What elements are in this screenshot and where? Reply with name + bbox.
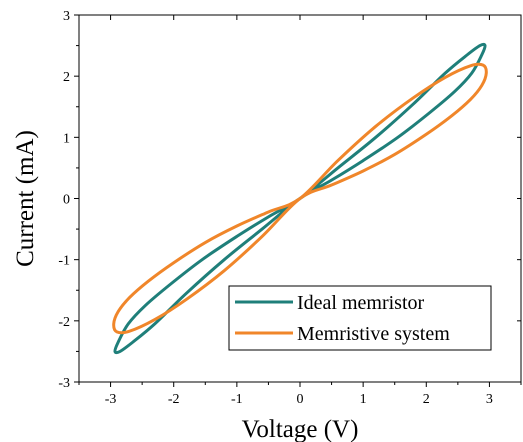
x-tick-label: 3 (486, 392, 493, 407)
y-tick-label: 3 (63, 9, 70, 24)
y-tick-label: 2 (63, 70, 70, 85)
x-tick-label: 0 (297, 392, 304, 407)
y-tick-label: 0 (63, 193, 70, 208)
y-axis-ticks: -3 -2 -1 0 1 2 3 (58, 9, 521, 391)
x-tick-label: 1 (360, 392, 367, 407)
series-line-1 (112, 62, 488, 335)
y-tick-label: -1 (58, 254, 70, 269)
y-axis-label: Current (mA) (12, 130, 39, 267)
y-tick-label: -3 (58, 376, 70, 391)
y-tick-label: -2 (58, 315, 70, 330)
legend-label-ideal-memristor: Ideal memristor (297, 292, 425, 314)
x-tick-label: -3 (105, 392, 117, 407)
x-tick-label: -1 (231, 392, 243, 407)
x-tick-label: -2 (168, 392, 180, 407)
legend: Ideal memristor Memristive system (228, 285, 492, 351)
x-axis-label: Voltage (V) (242, 416, 359, 442)
y-tick-label: 1 (63, 131, 70, 146)
legend-box (228, 285, 492, 351)
x-axis-ticks: -3 -2 -1 0 1 2 3 (78, 15, 522, 407)
legend-label-memristive-system: Memristive system (297, 323, 450, 345)
x-tick-label: 2 (423, 392, 430, 407)
series-layer (112, 42, 488, 355)
